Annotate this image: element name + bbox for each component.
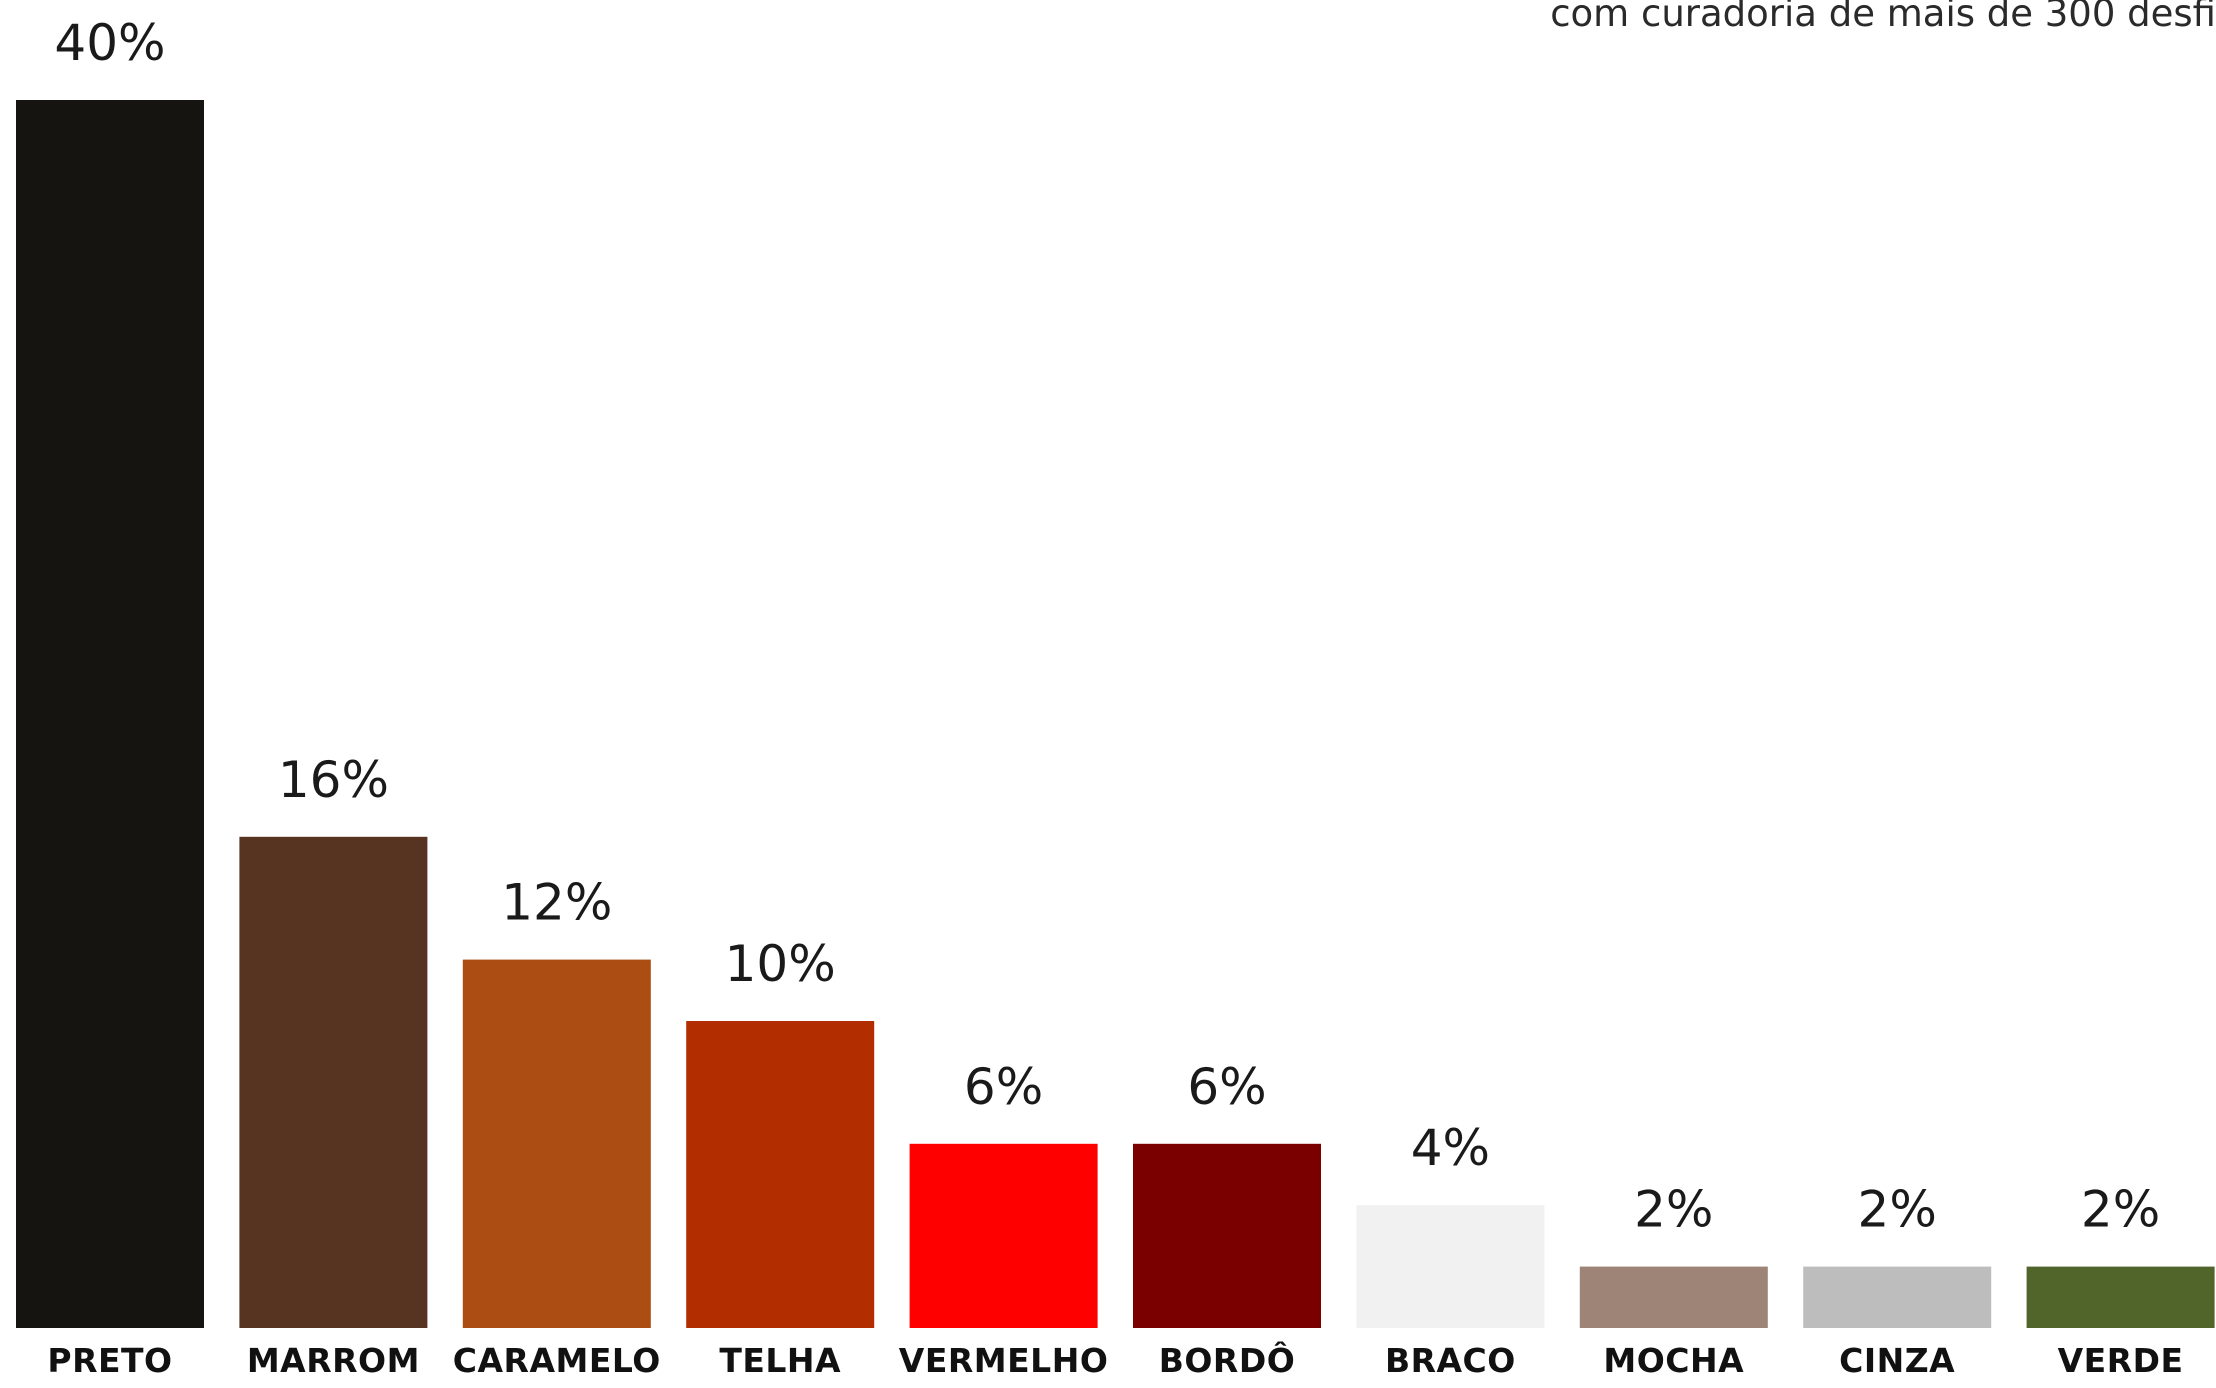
bar-cinza [1803,1266,1992,1328]
bar-vermelho [909,1143,1098,1328]
bar-marrom [239,836,428,1328]
value-label-cinza: 2% [1858,1181,1937,1239]
bar-braco [1356,1205,1545,1328]
category-label-cinza: CINZA [1839,1341,1955,1380]
category-label-marrom: MARROM [247,1341,420,1380]
category-label-mocha: MOCHA [1603,1341,1744,1380]
bar-mocha [1579,1266,1768,1328]
category-label-caramelo: CARAMELO [453,1341,661,1380]
value-label-telha: 10% [725,935,836,993]
value-label-verde: 2% [2081,1181,2160,1239]
value-label-mocha: 2% [1634,1181,1713,1239]
bar-telha [686,1021,875,1328]
value-label-marrom: 16% [278,751,389,809]
category-label-bordô: BORDÔ [1159,1340,1296,1380]
chart-subtitle: com curadoria de mais de 300 desfi [1550,0,2216,35]
bar-caramelo [462,959,651,1328]
bar-bordô [1133,1143,1321,1328]
bar-verde [2026,1266,2215,1328]
category-label-preto: PRETO [47,1341,172,1380]
value-label-bordô: 6% [1187,1058,1266,1116]
value-label-vermelho: 6% [964,1058,1043,1116]
value-label-braco: 4% [1411,1119,1490,1177]
value-label-caramelo: 12% [501,874,612,932]
bar-preto [16,100,204,1328]
category-label-vermelho: VERMELHO [899,1341,1109,1380]
category-label-telha: TELHA [719,1341,841,1380]
category-label-braco: BRACO [1385,1341,1516,1380]
category-label-verde: VERDE [2058,1341,2184,1380]
value-label-preto: 40% [54,14,165,72]
